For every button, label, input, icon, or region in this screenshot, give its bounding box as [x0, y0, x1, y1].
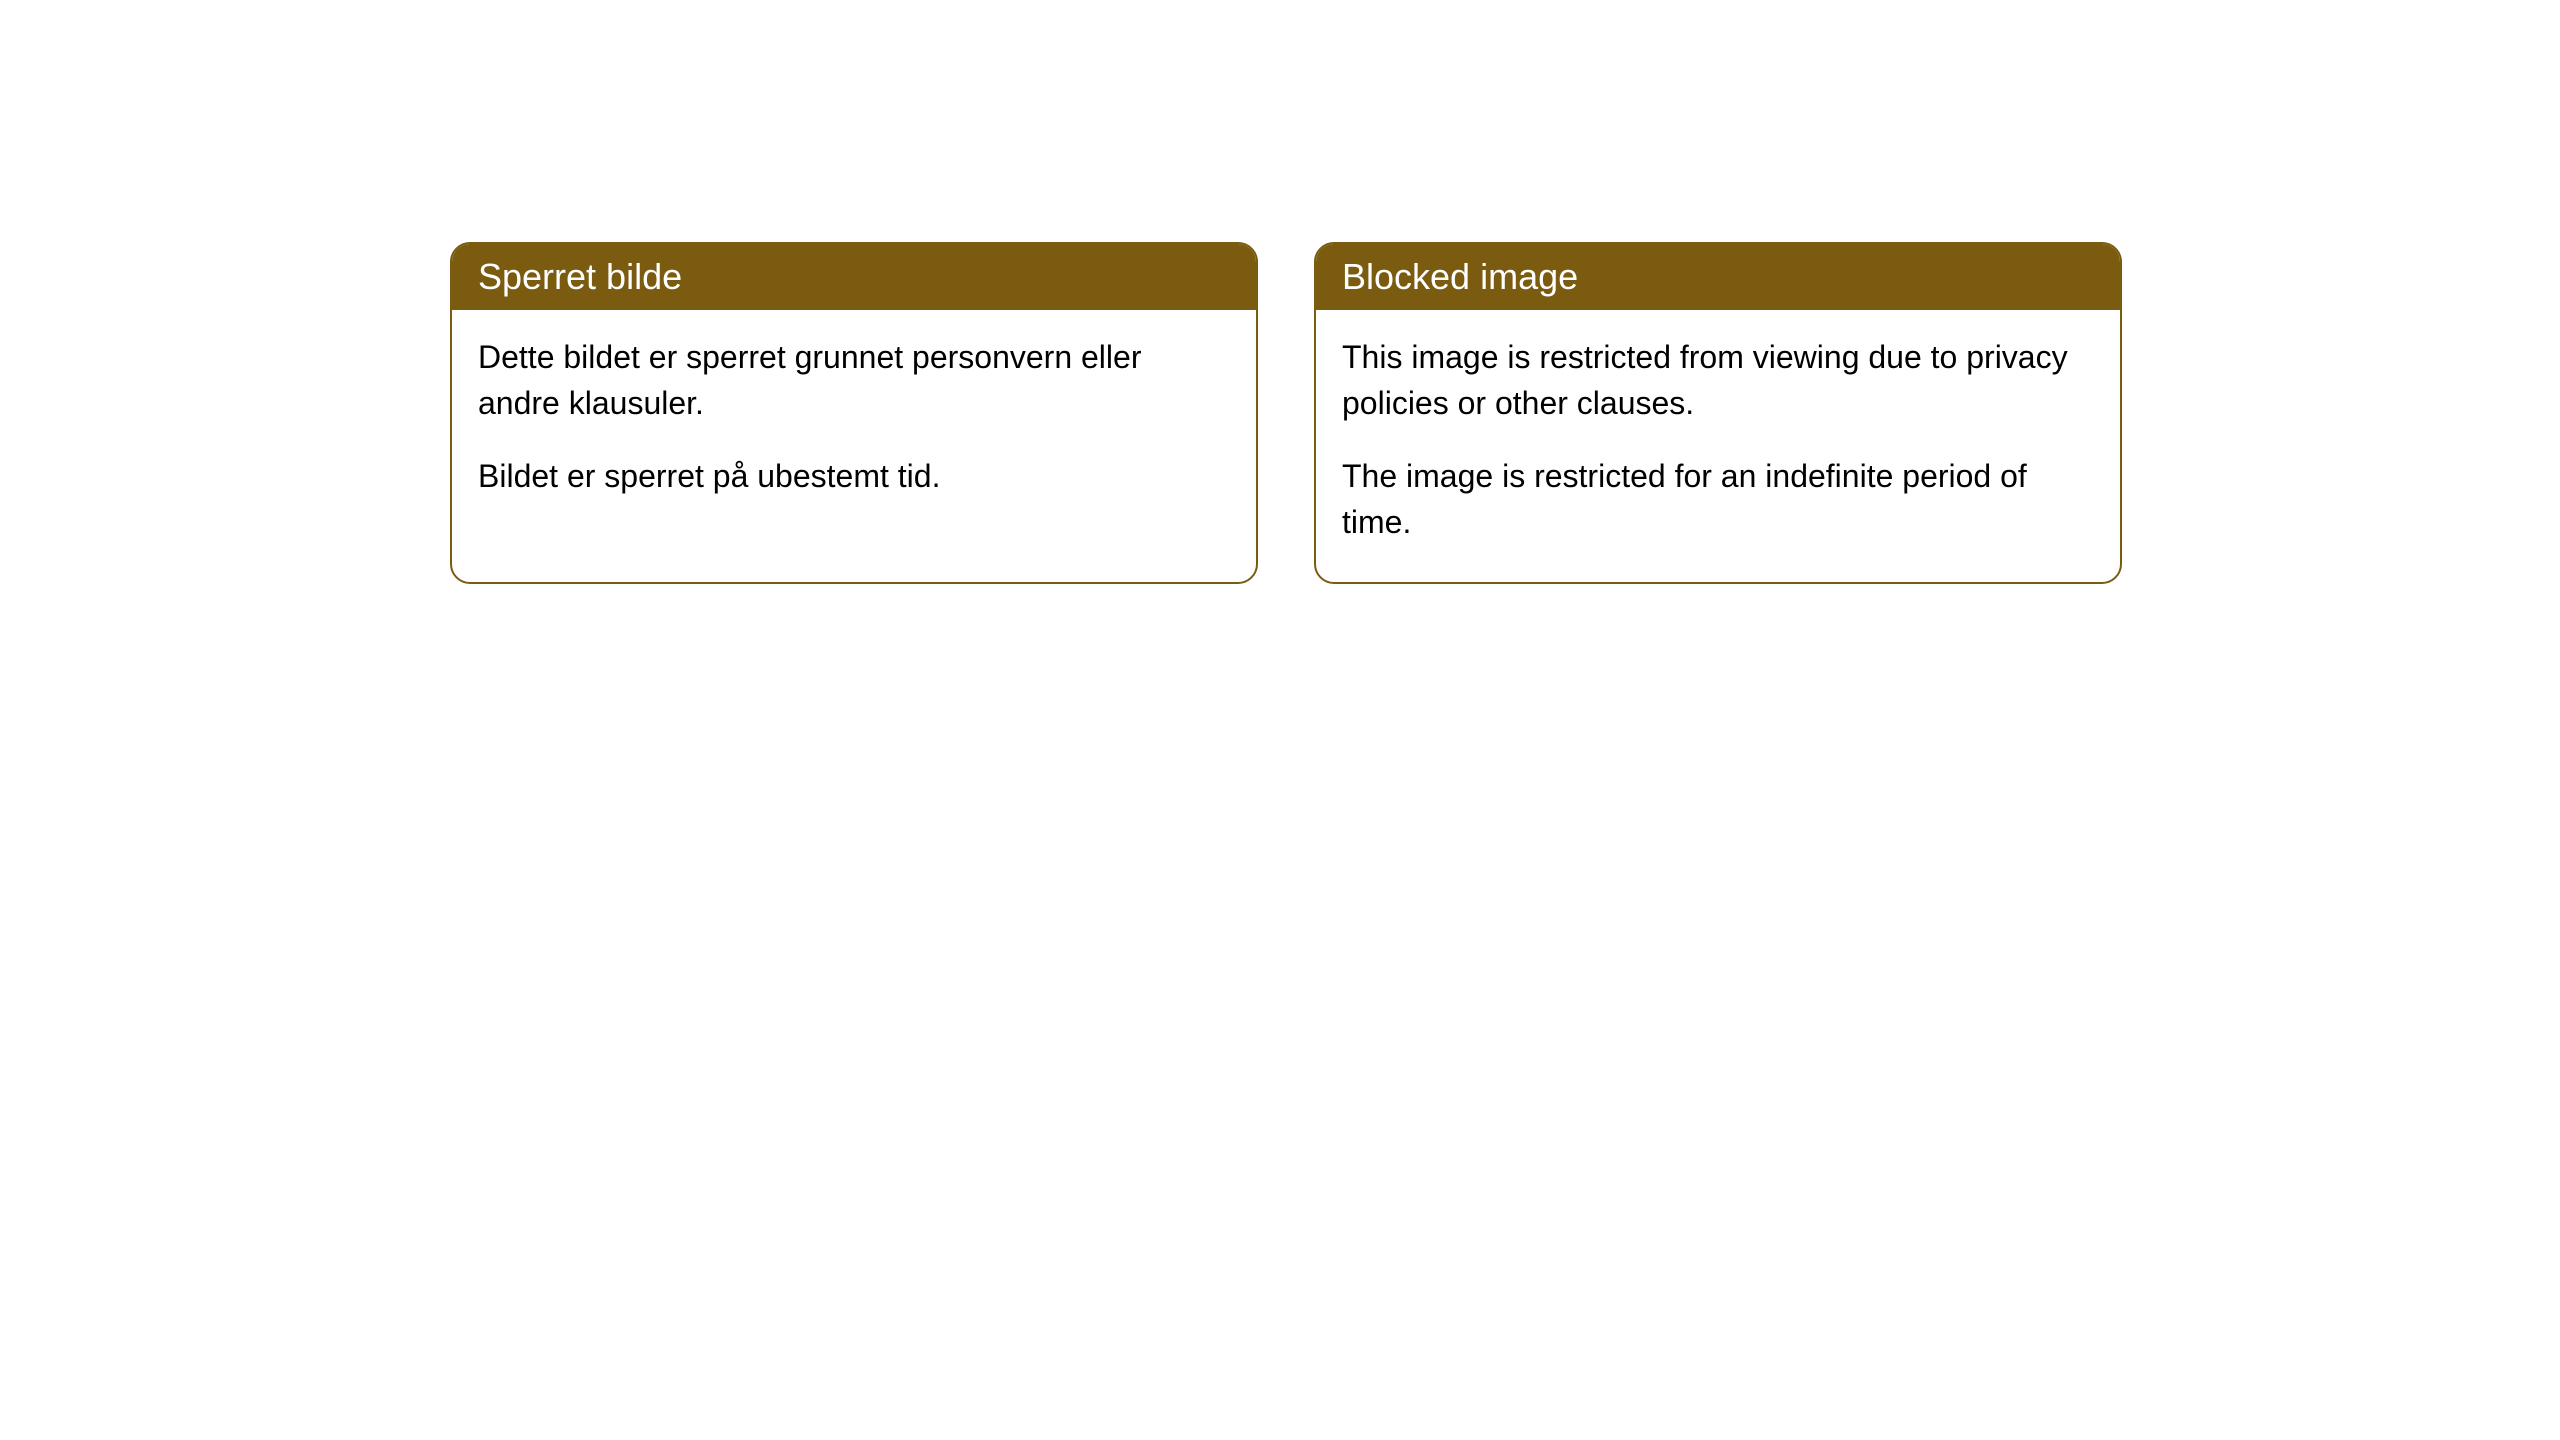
card-body: This image is restricted from viewing du…	[1316, 310, 2120, 582]
card-paragraph: This image is restricted from viewing du…	[1342, 334, 2094, 427]
blocked-image-card-no: Sperret bilde Dette bildet er sperret gr…	[450, 242, 1258, 584]
card-paragraph: Dette bildet er sperret grunnet personve…	[478, 334, 1230, 427]
notice-cards-container: Sperret bilde Dette bildet er sperret gr…	[450, 242, 2122, 584]
blocked-image-card-en: Blocked image This image is restricted f…	[1314, 242, 2122, 584]
card-header: Blocked image	[1316, 244, 2120, 310]
card-paragraph: The image is restricted for an indefinit…	[1342, 453, 2094, 546]
card-paragraph: Bildet er sperret på ubestemt tid.	[478, 453, 1230, 499]
card-body: Dette bildet er sperret grunnet personve…	[452, 310, 1256, 535]
card-header: Sperret bilde	[452, 244, 1256, 310]
